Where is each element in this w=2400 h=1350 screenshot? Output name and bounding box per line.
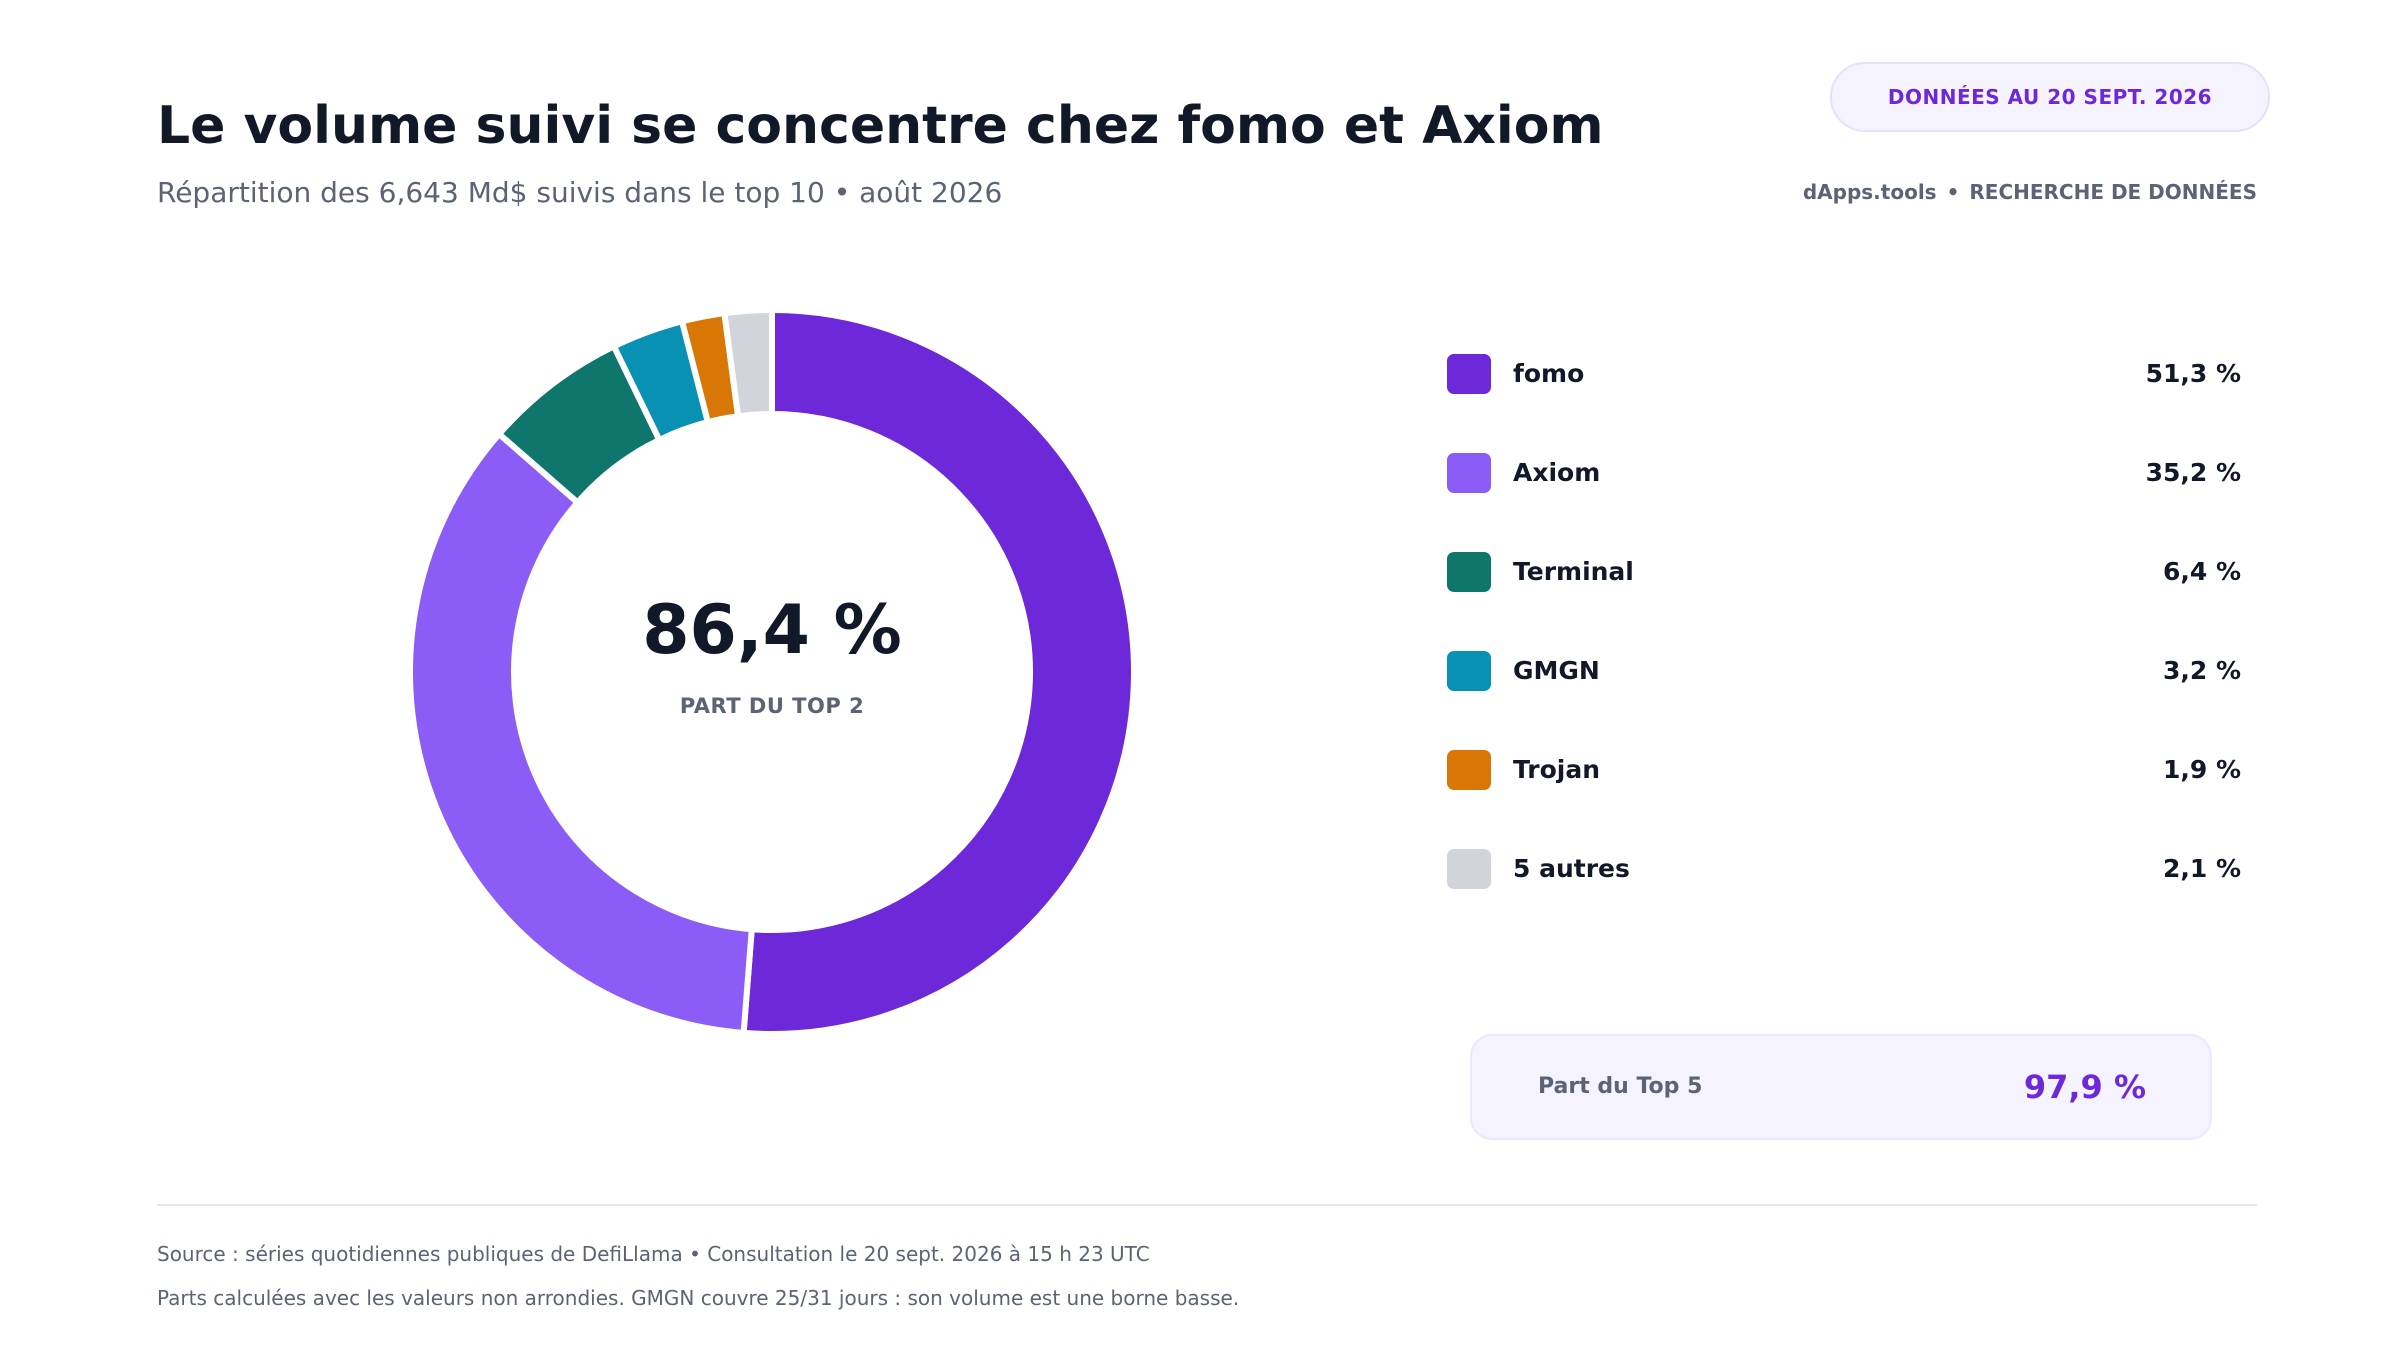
legend-label: 5 autres bbox=[1513, 854, 1630, 883]
brand-line: dApps.tools • RECHERCHE DE DONNÉES bbox=[1803, 180, 2257, 204]
legend-value: 1,9 % bbox=[2162, 755, 2241, 784]
legend-label: Axiom bbox=[1513, 458, 1601, 487]
legend-item-axiom: Axiom 35,2 % bbox=[1447, 453, 2241, 552]
legend-swatch bbox=[1447, 552, 1491, 592]
method-note: Parts calculées avec les valeurs non arr… bbox=[157, 1286, 1240, 1310]
legend-swatch bbox=[1447, 849, 1491, 889]
legend-label: Terminal bbox=[1513, 557, 1634, 586]
source-note: Source : séries quotidiennes publiques d… bbox=[157, 1242, 1150, 1266]
brand-separator: • bbox=[1946, 180, 1960, 204]
legend-item-5-autres: 5 autres 2,1 % bbox=[1447, 849, 2241, 948]
footer-divider bbox=[157, 1204, 2257, 1206]
legend-value: 6,4 % bbox=[2162, 557, 2241, 586]
slice-axiom bbox=[407, 431, 755, 1036]
center-label: PART DU TOP 2 bbox=[679, 694, 865, 718]
legend-value: 2,1 % bbox=[2162, 854, 2241, 883]
slice-5-autres bbox=[721, 307, 775, 420]
legend-item-terminal: Terminal 6,4 % bbox=[1447, 552, 2241, 651]
top5-label: Part du Top 5 bbox=[1538, 1074, 1703, 1099]
legend-value: 51,3 % bbox=[2145, 359, 2241, 388]
brand-tagline: RECHERCHE DE DONNÉES bbox=[1969, 180, 2257, 204]
slice-fomo bbox=[740, 307, 1137, 1037]
brand-name: dApps.tools bbox=[1802, 180, 1937, 204]
page-subtitle: Répartition des 6,643 Md$ suivis dans le… bbox=[157, 176, 1003, 209]
legend-item-fomo: fomo 51,3 % bbox=[1447, 354, 2241, 453]
legend-item-gmgn: GMGN 3,2 % bbox=[1447, 651, 2241, 750]
legend-label: Trojan bbox=[1513, 755, 1601, 784]
legend-swatch bbox=[1447, 651, 1491, 691]
legend-value: 35,2 % bbox=[2145, 458, 2241, 487]
legend-label: GMGN bbox=[1513, 656, 1600, 685]
top5-card: Part du Top 5 97,9 % bbox=[1470, 1034, 2212, 1140]
legend-value: 3,2 % bbox=[2162, 656, 2241, 685]
center-value: 86,4 % bbox=[642, 591, 902, 670]
legend-item-trojan: Trojan 1,9 % bbox=[1447, 750, 2241, 849]
legend-swatch bbox=[1447, 750, 1491, 790]
legend-label: fomo bbox=[1513, 359, 1585, 388]
legend: fomo 51,3 % Axiom 35,2 % Terminal 6,4 % GMGN 3,… bbox=[1447, 354, 2241, 948]
data-date-badge: DONNÉES AU 20 SEPT. 2026 bbox=[1830, 62, 2270, 132]
top5-value: 97,9 % bbox=[2023, 1068, 2146, 1106]
legend-swatch bbox=[1447, 354, 1491, 394]
legend-swatch bbox=[1447, 453, 1491, 493]
page-title: Le volume suivi se concentre chez fomo e… bbox=[157, 96, 1604, 156]
